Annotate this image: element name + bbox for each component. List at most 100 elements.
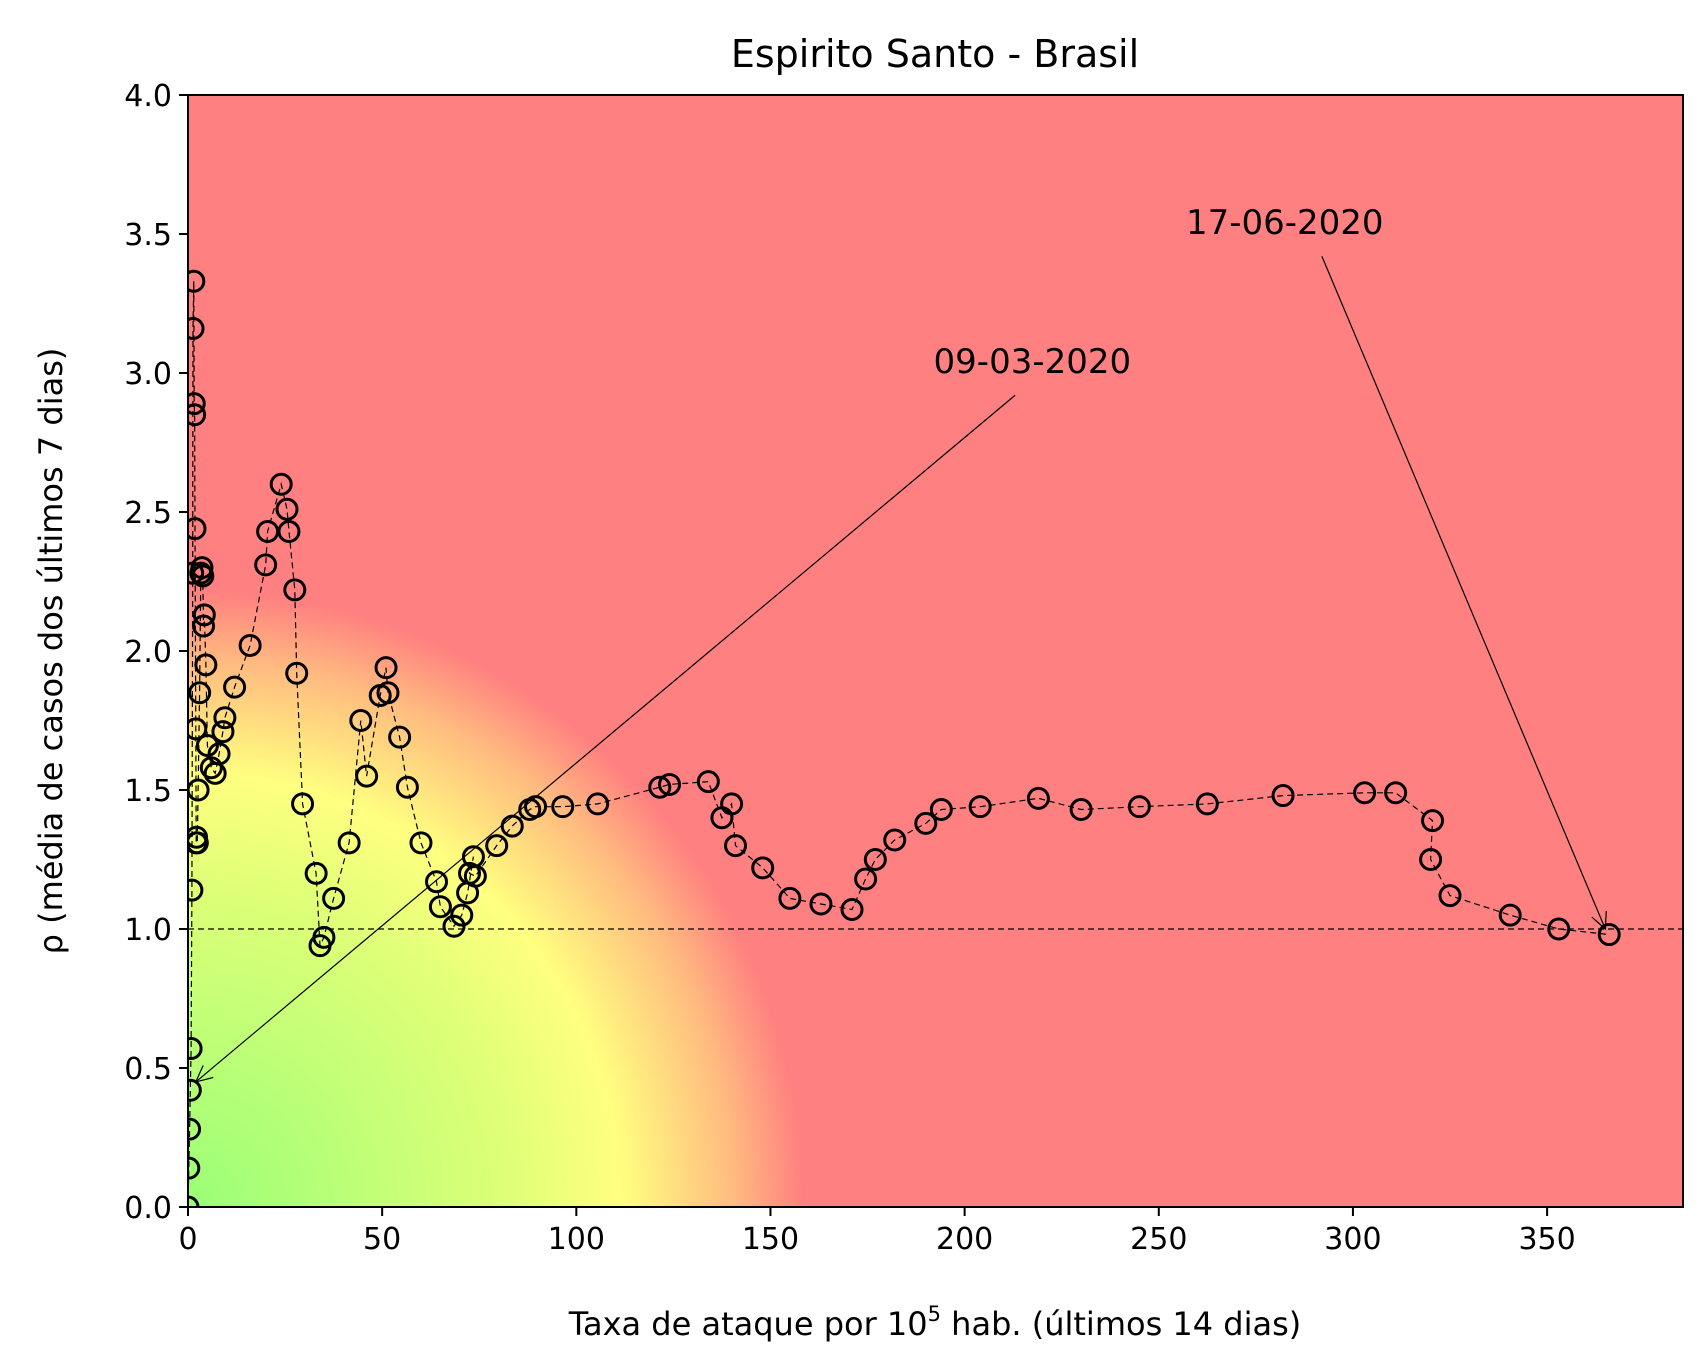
data-point (188, 403, 207, 427)
plot-background (188, 95, 1683, 1207)
y-tick-label: 3.0 (124, 357, 172, 392)
data-point (1547, 917, 1571, 941)
data-point (376, 681, 400, 705)
data-point (188, 317, 205, 341)
data-point (1271, 784, 1295, 808)
x-axis-label: Taxa de ataque por 105 hab. (últimos 14 … (568, 1302, 1302, 1343)
data-point (277, 519, 301, 543)
data-point (207, 742, 231, 766)
data-point (312, 925, 336, 949)
y-tick-label: 0.5 (124, 1052, 172, 1087)
data-point (809, 892, 833, 916)
y-tick-label: 3.5 (124, 218, 172, 253)
data-point (188, 681, 212, 705)
data-point (658, 772, 682, 796)
data-point (213, 706, 237, 730)
data-point (269, 472, 293, 496)
data-point (238, 633, 262, 657)
data-point (840, 898, 864, 922)
data-point (914, 811, 938, 835)
data-point (1353, 781, 1377, 805)
annotation-arrow (195, 394, 1016, 1083)
x-axis-label-superscript: 5 (928, 1302, 941, 1326)
annotation-label: 09-03-2020 (934, 342, 1132, 382)
y-tick-label: 2.0 (124, 635, 172, 670)
data-point (968, 795, 992, 819)
data-point (648, 775, 672, 799)
data-point (1127, 795, 1151, 819)
data-point (322, 886, 346, 910)
chart-title: Espirito Santo - Brasil (731, 32, 1139, 76)
x-tick-label: 100 (548, 1222, 605, 1257)
data-point (374, 656, 398, 680)
data-point (388, 725, 412, 749)
data-point (1384, 781, 1408, 805)
data-point (409, 831, 433, 855)
data-point (1421, 809, 1445, 833)
data-point (275, 497, 299, 521)
annotation-label: 17-06-2020 (1186, 203, 1384, 243)
x-tick-label: 300 (1324, 1222, 1381, 1257)
data-point (355, 764, 379, 788)
data-point (395, 775, 419, 799)
data-point (188, 269, 206, 293)
data-point (1419, 848, 1443, 871)
data-point (883, 828, 907, 852)
data-point (724, 834, 748, 858)
x-tick-label: 200 (936, 1222, 993, 1257)
x-tick-label: 50 (363, 1222, 401, 1257)
x-axis-label-suffix: hab. (últimos 14 dias) (941, 1305, 1301, 1343)
data-point (696, 770, 720, 794)
data-point (463, 864, 487, 888)
data-point (254, 553, 278, 577)
data-point (1026, 786, 1050, 810)
annotation-arrowhead (1591, 910, 1607, 931)
data-point (751, 856, 775, 880)
data-point (285, 661, 309, 685)
data-point (450, 903, 474, 927)
data-point (211, 720, 235, 744)
y-tick-label: 0.0 (124, 1191, 172, 1226)
data-point (195, 734, 219, 758)
x-axis-label-main: Taxa de ataque por 10 (568, 1305, 928, 1343)
data-point (586, 792, 610, 816)
data-point (188, 1037, 203, 1061)
data-point (188, 392, 206, 416)
data-point (304, 861, 328, 885)
data-point (188, 831, 209, 855)
data-point (188, 878, 204, 902)
data-point (283, 578, 307, 602)
data-point (194, 653, 218, 677)
data-point (192, 603, 216, 627)
y-tick-label: 1.5 (124, 774, 172, 809)
data-point (720, 792, 744, 816)
data-point (428, 895, 452, 919)
data-point (854, 867, 878, 891)
data-point (1498, 903, 1522, 927)
annotation-arrowhead (194, 1065, 214, 1083)
data-point (192, 614, 216, 638)
data-point (291, 792, 315, 816)
data-point (1195, 792, 1219, 816)
data-point (1438, 884, 1462, 908)
data-point (188, 517, 207, 541)
x-tick-label: 150 (742, 1222, 799, 1257)
annotation-arrow (1321, 256, 1606, 930)
data-point (188, 1078, 202, 1102)
data-point (778, 886, 802, 910)
y-tick-label: 1.0 (124, 913, 172, 948)
data-point (188, 1117, 202, 1141)
y-tick-label: 2.5 (124, 496, 172, 531)
data-point (1069, 797, 1093, 821)
data-point (188, 717, 208, 741)
data-point (485, 834, 509, 858)
data-point (223, 675, 247, 699)
data-point (929, 797, 953, 821)
data-point (863, 848, 887, 871)
x-tick-label: 0 (178, 1222, 197, 1257)
data-point (190, 556, 214, 580)
x-tick-label: 350 (1518, 1222, 1575, 1257)
data-point (191, 564, 215, 588)
y-tick-label: 4.0 (124, 79, 172, 114)
data-point (425, 870, 449, 894)
